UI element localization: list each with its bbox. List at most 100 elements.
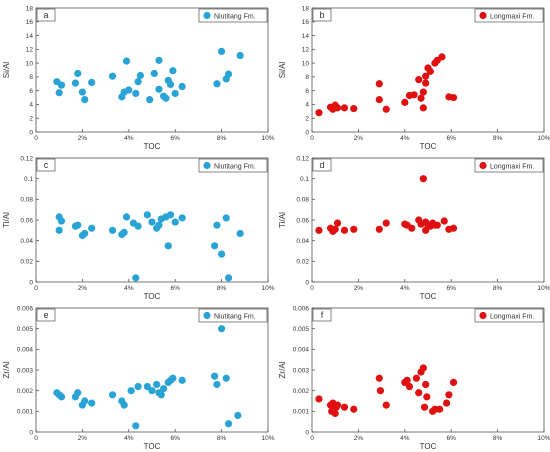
y-tick-label: 16 xyxy=(302,19,310,26)
data-point xyxy=(423,393,431,401)
legend-marker xyxy=(479,161,487,170)
data-point xyxy=(134,382,142,391)
data-point xyxy=(218,250,226,258)
x-axis-label: TOC xyxy=(144,142,161,151)
data-point xyxy=(57,393,66,401)
x-tick-label: 8% xyxy=(217,435,227,442)
data-point xyxy=(426,67,434,75)
data-point xyxy=(178,214,186,222)
y-tick-label: 0.06 xyxy=(20,217,33,224)
data-point xyxy=(213,80,221,88)
y-tick-label: 10 xyxy=(26,60,34,67)
y-tick-label: 0.002 xyxy=(17,388,34,395)
x-tick-label: 6% xyxy=(170,135,180,142)
data-point xyxy=(55,89,63,97)
data-point xyxy=(88,224,96,232)
y-tick-label: 12 xyxy=(26,47,34,54)
x-tick-label: 6% xyxy=(446,285,456,292)
y-tick-label: 6 xyxy=(29,88,33,95)
data-point xyxy=(108,72,117,80)
data-point xyxy=(125,86,133,94)
data-point xyxy=(169,67,177,75)
y-tick-label: 0.02 xyxy=(20,259,33,266)
data-point xyxy=(440,217,448,225)
panel-letter: f xyxy=(321,310,324,320)
x-tick-label: 0 xyxy=(310,285,314,292)
panel-c: 0 2% 4% 6% 8% 10% 0 0.02 0.04 0.06 0.08 0.1 0.12 TOC T… xyxy=(2,155,275,301)
data-point xyxy=(134,78,142,86)
x-tick-label: 4% xyxy=(124,435,134,442)
y-tick-label: 2 xyxy=(305,116,309,123)
y-tick-label: 0.001 xyxy=(293,409,310,416)
data-point xyxy=(340,104,349,112)
data-point xyxy=(417,94,425,102)
y-tick-label: 0.005 xyxy=(17,326,34,333)
data-point xyxy=(382,401,390,409)
y-tick-label: 4 xyxy=(29,102,33,109)
x-tick-label: 8% xyxy=(493,135,503,142)
legend-box xyxy=(198,308,268,323)
data-point xyxy=(178,376,186,384)
y-tick-label: 0.08 xyxy=(296,197,309,204)
data-point xyxy=(155,221,163,229)
x-tick-label: 8% xyxy=(493,435,503,442)
panel-letter-box xyxy=(312,8,332,22)
data-point xyxy=(148,218,156,226)
x-axis-label: TOC xyxy=(420,292,437,301)
legend-marker xyxy=(479,11,487,20)
data-point xyxy=(81,96,89,104)
y-tick-label: 0 xyxy=(29,279,33,286)
legend-box xyxy=(474,158,544,173)
x-tick-label: 10% xyxy=(261,435,274,442)
data-point xyxy=(148,387,156,395)
data-point xyxy=(213,380,221,389)
panel-letter: d xyxy=(319,160,324,170)
data-point xyxy=(222,374,230,382)
data-point xyxy=(333,401,342,409)
x-tick-label: 0 xyxy=(310,135,314,142)
data-point xyxy=(442,399,451,407)
y-axis-label: Si/Al xyxy=(278,62,287,79)
data-point xyxy=(234,411,242,420)
x-axis-label: TOC xyxy=(144,292,161,301)
data-point xyxy=(169,374,177,382)
y-axis-label: Zr/Al xyxy=(278,361,287,378)
data-point xyxy=(333,219,342,227)
y-axis-label: Si/Al xyxy=(2,62,11,79)
data-point xyxy=(157,391,165,399)
y-tick-label: 0.06 xyxy=(296,217,309,224)
data-point xyxy=(122,213,131,221)
legend-box xyxy=(198,8,268,23)
data-point xyxy=(382,219,390,227)
data-point xyxy=(376,387,385,395)
legend-box xyxy=(474,308,544,323)
x-axis-label: TOC xyxy=(144,442,161,451)
data-point xyxy=(449,378,458,386)
legend-marker xyxy=(203,161,211,170)
panel-letter: e xyxy=(43,310,48,320)
x-tick-label: 8% xyxy=(217,285,227,292)
y-tick-label: 18 xyxy=(26,5,34,12)
y-tick-label: 14 xyxy=(26,33,34,40)
data-point xyxy=(222,214,230,222)
data-point xyxy=(315,395,323,403)
data-point xyxy=(218,47,226,56)
legend-label: Niutitang Fm. xyxy=(214,13,256,20)
panel-a: 0 2% 4% 6% 8% 10% 0 2 4 6 8 10 12 14 16 18 TOC Si/Al a Niut… xyxy=(2,5,275,151)
x-axis-label: TOC xyxy=(420,142,437,151)
data-point xyxy=(78,88,86,96)
y-tick-label: 0 xyxy=(305,279,309,286)
plot-frame xyxy=(35,307,269,433)
panel-letter-box xyxy=(36,308,56,322)
y-tick-label: 12 xyxy=(302,47,310,54)
data-point xyxy=(415,389,423,397)
x-tick-label: 6% xyxy=(170,285,180,292)
legend-box xyxy=(474,8,544,23)
panel-e: 0 2% 4% 6% 8% 10% 0 0.001 0.002 0.003 0.004 0.005 0.… xyxy=(2,305,275,451)
plot-frame xyxy=(35,7,269,133)
data-point xyxy=(143,382,151,391)
x-tick-label: 10% xyxy=(537,435,550,442)
data-point xyxy=(236,51,244,60)
data-point xyxy=(422,79,430,87)
data-point xyxy=(211,372,219,380)
